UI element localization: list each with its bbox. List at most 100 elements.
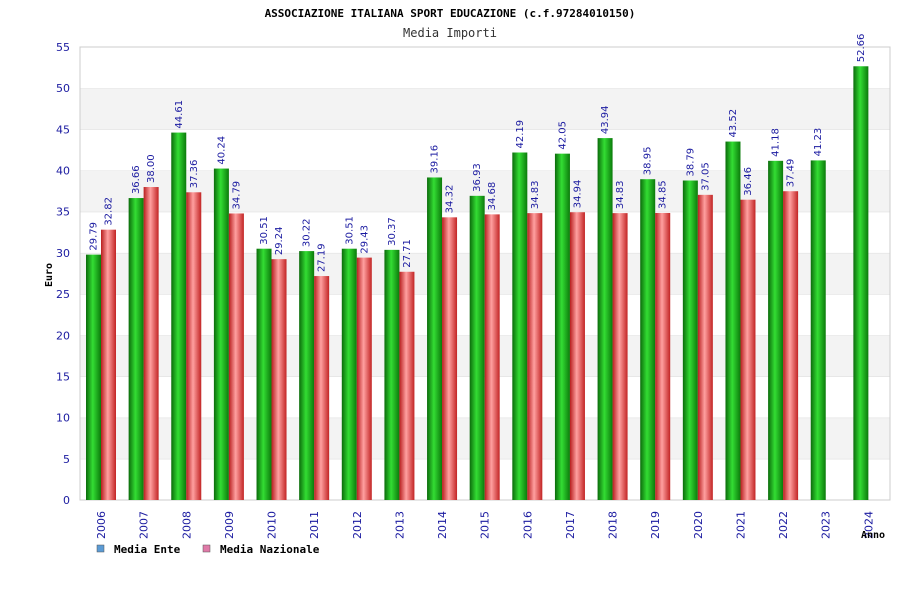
bar-media-nazionale-2010 <box>271 259 287 500</box>
y-tick-label: 5 <box>63 453 70 466</box>
bar-media-nazionale-2017 <box>569 212 585 501</box>
data-label: 36.46 <box>743 167 754 196</box>
data-label: 37.36 <box>189 160 200 189</box>
data-label: 30.22 <box>302 218 313 247</box>
bar-media-nazionale-2020 <box>697 194 713 501</box>
y-tick-label: 50 <box>56 82 70 95</box>
bar-media-ente-2014 <box>427 177 443 501</box>
data-label: 34.85 <box>658 180 669 209</box>
data-label: 27.19 <box>317 243 328 272</box>
data-label: 34.83 <box>530 180 541 209</box>
y-tick-label: 35 <box>56 206 70 219</box>
data-label: 42.05 <box>557 121 568 150</box>
x-tick-label: 2017 <box>564 511 577 539</box>
bar-media-ente-2006 <box>86 254 101 500</box>
x-tick-label: 2022 <box>777 511 790 539</box>
y-tick-label: 10 <box>56 412 70 425</box>
data-label: 43.52 <box>728 109 739 138</box>
bar-media-ente-2017 <box>554 153 570 501</box>
y-tick-label: 45 <box>56 123 70 136</box>
x-tick-label: 2020 <box>692 511 705 539</box>
legend-swatch-media-nazionale <box>202 544 211 553</box>
data-label: 34.94 <box>572 180 583 209</box>
data-labels: 29.79 32.82 36.66 38.00 44.61 37.36 40.24 34.79… <box>89 34 867 272</box>
x-tick-label: 2013 <box>393 511 406 539</box>
data-label: 38.95 <box>643 147 654 176</box>
data-label: 44.61 <box>174 100 185 129</box>
bar-media-nazionale-2009 <box>228 213 244 500</box>
data-label: 37.49 <box>786 159 797 188</box>
x-tick-label: 2008 <box>180 511 193 539</box>
bar-media-nazionale-2014 <box>442 217 458 500</box>
x-tick-label: 2007 <box>138 511 151 539</box>
data-label: 38.79 <box>685 148 696 177</box>
data-label: 41.18 <box>771 128 782 157</box>
bar-media-ente-2022 <box>768 160 784 500</box>
y-tick-label: 0 <box>63 494 70 507</box>
x-axis-label: Anno <box>861 530 885 541</box>
x-tick-label: 2019 <box>649 511 662 539</box>
bar-media-nazionale-2006 <box>101 229 116 500</box>
x-tick-label: 2010 <box>266 511 279 539</box>
data-label: 32.82 <box>104 197 115 226</box>
data-label: 30.51 <box>259 216 270 245</box>
bar-media-ente-2024 <box>853 66 869 500</box>
y-tick-label: 30 <box>56 247 70 260</box>
chart-subtitle: Media Importi <box>403 26 497 40</box>
bar-media-ente-2007 <box>128 198 144 500</box>
bar-media-nazionale-2022 <box>783 191 799 500</box>
data-label: 37.05 <box>700 162 711 191</box>
data-label: 41.23 <box>813 128 824 157</box>
bar-media-ente-2009 <box>213 168 229 500</box>
data-label: 39.16 <box>430 145 441 174</box>
x-tick-label: 2014 <box>436 511 449 539</box>
data-label: 36.66 <box>131 165 142 194</box>
bar-media-ente-2013 <box>384 249 400 500</box>
grid-band <box>80 129 890 171</box>
bar-media-nazionale-2011 <box>314 276 330 500</box>
data-label: 42.19 <box>515 120 526 149</box>
legend: Media Ente Media Nazionale <box>96 543 320 556</box>
data-label: 36.93 <box>472 163 483 192</box>
x-tick-label: 2023 <box>820 511 833 539</box>
bar-media-ente-2011 <box>299 251 315 500</box>
bar-media-nazionale-2007 <box>143 187 159 500</box>
legend-swatch-media-ente <box>96 544 105 553</box>
data-label: 34.68 <box>487 182 498 211</box>
bar-media-ente-2018 <box>597 138 613 500</box>
data-label: 34.83 <box>615 180 626 209</box>
x-tick-label: 2015 <box>479 511 492 539</box>
data-label: 30.37 <box>387 217 398 246</box>
data-label: 38.00 <box>146 154 157 183</box>
bar-media-ente-2023 <box>810 160 826 500</box>
y-tick-label: 55 <box>56 41 70 54</box>
bar-media-ente-2019 <box>640 179 656 500</box>
bar-media-nazionale-2016 <box>527 213 543 501</box>
bar-media-ente-2016 <box>512 152 528 500</box>
bar-media-ente-2008 <box>171 132 187 501</box>
x-tick-label: 2011 <box>308 511 321 539</box>
y-tick-label: 40 <box>56 165 70 178</box>
x-tick-label: 2024 <box>862 511 875 539</box>
x-tick-label: 2012 <box>351 511 364 539</box>
legend-label-media-nazionale: Media Nazionale <box>220 543 320 556</box>
data-label: 40.24 <box>216 136 227 165</box>
bar-media-nazionale-2018 <box>612 213 628 501</box>
bars <box>86 66 869 501</box>
bar-media-ente-2015 <box>469 195 485 500</box>
data-label: 29.43 <box>359 225 370 254</box>
x-tick-label: 2006 <box>95 511 108 539</box>
data-label: 34.32 <box>445 185 456 214</box>
data-label: 52.66 <box>856 34 867 63</box>
x-tick-label: 2021 <box>734 511 747 539</box>
data-label: 29.79 <box>89 222 100 251</box>
bar-media-ente-2010 <box>256 248 272 500</box>
chart-title: ASSOCIAZIONE ITALIANA SPORT EDUCAZIONE (… <box>265 7 636 20</box>
bar-media-nazionale-2012 <box>356 257 372 500</box>
data-label: 34.79 <box>231 181 242 210</box>
x-tick-label: 2009 <box>223 511 236 539</box>
bar-media-ente-2021 <box>725 141 741 500</box>
data-label: 43.94 <box>600 105 611 134</box>
y-tick-label: 20 <box>56 329 70 342</box>
